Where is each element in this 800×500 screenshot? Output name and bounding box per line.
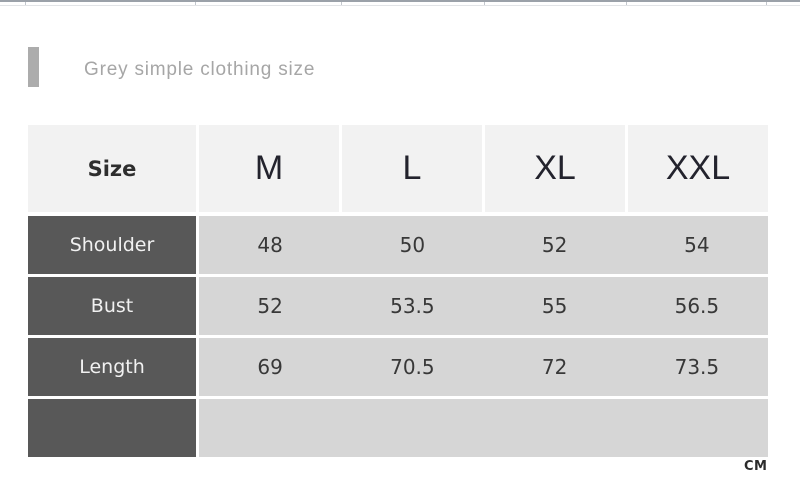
table-row-length: Length 69 70.5 72 73.5 <box>28 338 768 396</box>
cell-value: 54 <box>684 233 710 257</box>
row-values: 48 50 52 54 <box>199 216 768 274</box>
cell-value: 56.5 <box>674 294 720 318</box>
table-row-shoulder: Shoulder 48 50 52 54 <box>28 216 768 274</box>
row-label: Bust <box>28 277 196 335</box>
row-values: 52 53.5 55 56.5 <box>199 277 768 335</box>
size-table: Size M L XL XXL Shoulder 48 50 52 54 Bus… <box>28 125 768 457</box>
header-col-l: L <box>342 125 482 212</box>
cell-value: 69 <box>257 355 283 379</box>
top-crop-border <box>0 0 800 2</box>
cell-value: 50 <box>399 233 426 257</box>
cell-value: 73.5 <box>674 355 720 379</box>
table-row-empty <box>28 399 768 457</box>
row-values-empty <box>199 399 768 457</box>
table-header-row: Size M L XL XXL <box>28 125 768 212</box>
cell-value: 72 <box>541 355 568 379</box>
table-row-bust: Bust 52 53.5 55 56.5 <box>28 277 768 335</box>
row-label: Length <box>28 338 196 396</box>
top-column-tick <box>766 2 767 6</box>
row-values: 69 70.5 72 73.5 <box>199 338 768 396</box>
header-col-m: M <box>199 125 339 212</box>
top-column-tick <box>484 2 485 6</box>
top-column-tick <box>25 2 26 6</box>
top-crop-border-light <box>0 5 800 6</box>
cell-value: 53.5 <box>390 294 435 318</box>
unit-label: CM <box>744 459 768 474</box>
cell-value: 52 <box>257 294 283 318</box>
header-col-xl: XL <box>485 125 625 212</box>
cell-value: 55 <box>541 294 568 318</box>
cell-value: 52 <box>541 233 568 257</box>
row-label-empty <box>28 399 196 457</box>
cell-value: 70.5 <box>390 355 435 379</box>
header-col-xxl: XXL <box>628 125 768 212</box>
top-column-tick <box>341 2 342 6</box>
title-accent-bar <box>28 47 39 87</box>
row-label: Shoulder <box>28 216 196 274</box>
top-column-tick <box>195 2 196 6</box>
cell-value: 48 <box>257 233 283 257</box>
header-size-cell: Size <box>28 125 196 212</box>
page-title: Grey simple clothing size <box>84 59 316 80</box>
top-column-tick <box>626 2 627 6</box>
